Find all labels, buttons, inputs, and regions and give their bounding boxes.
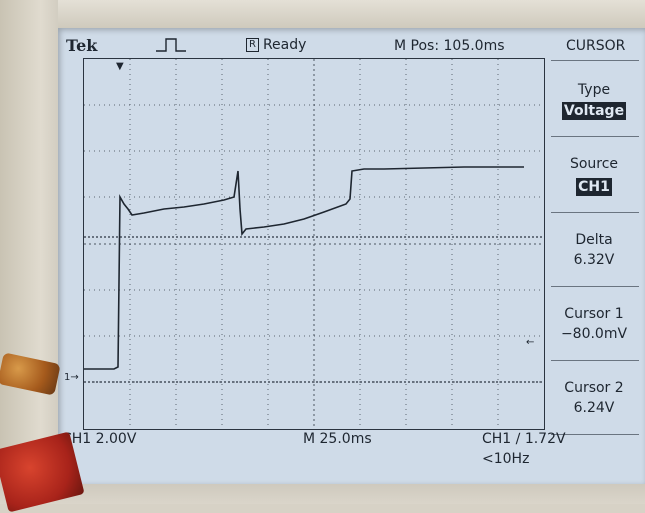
acquisition-status: R Ready — [246, 38, 306, 52]
delta-value: 6.32V — [545, 252, 643, 268]
type-label: Type — [545, 82, 643, 98]
cursor-1-value: −80.0mV — [545, 326, 643, 342]
channel-1-scale: CH1 2.00V — [62, 432, 136, 446]
trigger-state: Ready — [263, 37, 306, 53]
cursor-1-arrow-marker: ← — [526, 338, 534, 348]
trigger-level: CH1 ∕ 1.72V — [482, 432, 566, 446]
cursor-2-value: 6.24V — [545, 400, 643, 416]
scope-bezel-top — [0, 0, 645, 28]
cursor-1-label: Cursor 1 — [545, 306, 643, 322]
timebase-scale: M 25.0ms — [303, 432, 372, 446]
scope-bezel-left — [0, 0, 58, 504]
waveform-graticule — [83, 58, 545, 430]
channel-1-waveform — [84, 59, 544, 429]
trigger-position-marker: ▼ — [116, 62, 124, 72]
oscilloscope-screen: Tek R Ready M Pos: 105.0ms CURSOR — [58, 28, 645, 484]
delta-label: Delta — [545, 232, 643, 248]
cursor-2-label: Cursor 2 — [545, 380, 643, 396]
run-mode-badge: R — [246, 38, 259, 52]
trigger-frequency: <10Hz — [482, 452, 529, 466]
source-value: CH1 — [576, 178, 612, 196]
cursor-menu-panel: Type Voltage Source CH1 Delta 6.32V Curs… — [545, 32, 643, 437]
channel-1-ground-marker: 1→ — [64, 373, 79, 383]
brand-logo: Tek — [66, 38, 97, 54]
trigger-pulse-icon — [154, 36, 188, 54]
type-value: Voltage — [562, 102, 626, 120]
horizontal-position: M Pos: 105.0ms — [394, 39, 505, 53]
source-label: Source — [545, 156, 643, 172]
